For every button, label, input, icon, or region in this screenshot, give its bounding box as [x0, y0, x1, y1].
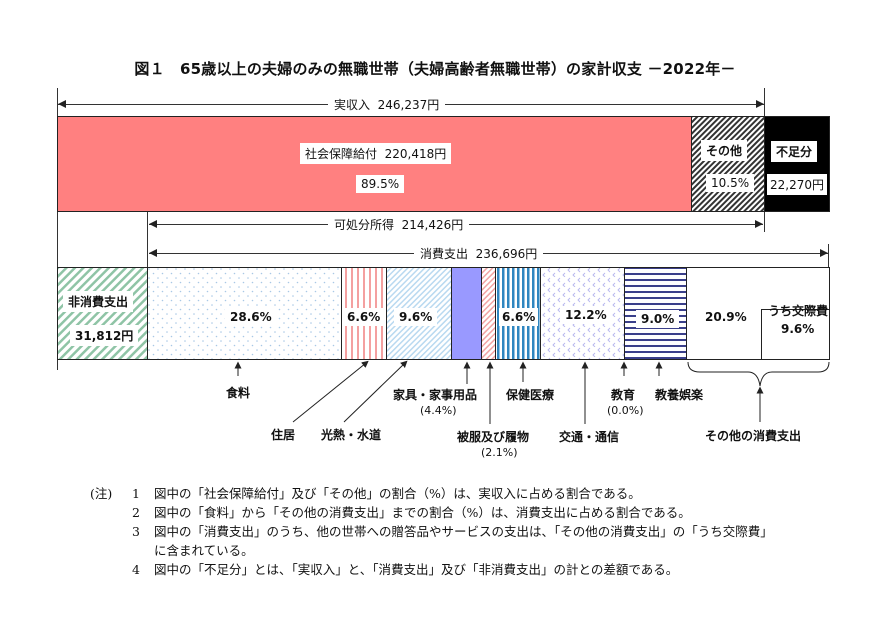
category-clothing-pct: (2.1%) — [481, 446, 518, 459]
social-expense-pct: 9.6% — [781, 322, 815, 336]
medical-pct: 6.6% — [499, 308, 539, 326]
arrow-right-icon — [755, 220, 763, 228]
disposable-left-line — [147, 212, 148, 268]
category-furniture: 家具・家事用品 — [393, 388, 478, 402]
note-1: (注) 1 図中の「社会保障給付」及び「その他」の割合（%）は、実収入に占める割… — [90, 486, 641, 501]
income-total-label: 実収入 246,237円 — [328, 96, 446, 113]
non-consumption-value: 31,812円 — [70, 325, 139, 346]
other-income-label: その他 — [701, 140, 748, 161]
category-education: 教育 — [611, 388, 636, 402]
deficit-label: 不足分 — [771, 141, 818, 162]
category-furniture-pct: (4.4%) — [420, 404, 457, 417]
arrow-right-icon — [756, 100, 764, 108]
disposable-label: 可処分所得 214,426円 — [328, 216, 470, 233]
category-food: 食料 — [226, 386, 251, 400]
left-frame-line — [57, 88, 58, 370]
consumption-right-line — [828, 244, 829, 268]
other-income-segment — [691, 116, 765, 212]
utilities-pct: 9.6% — [394, 308, 438, 326]
arrow-left-icon — [58, 100, 66, 108]
arrow-left-icon — [149, 249, 157, 257]
non-consumption-label: 非消費支出 — [63, 291, 134, 312]
other-consumption-pct: 20.9% — [700, 308, 752, 326]
category-other-consumption: その他の消費支出 — [705, 429, 802, 443]
note-4: 4 図中の「不足分」とは、「実収入」と、「消費支出」及び「非消費支出」の計との差… — [132, 562, 679, 577]
arrow-left-icon — [149, 220, 157, 228]
note-3: 3 図中の「消費支出」のうち、他の世帯への贈答品やサービスの支出は、「その他の消… — [132, 524, 773, 539]
consumption-label: 消費支出 236,696円 — [414, 245, 544, 262]
category-medical: 保健医療 — [506, 388, 555, 402]
category-clothing: 被服及び履物 — [457, 430, 530, 444]
recreation-pct: 9.0% — [636, 310, 680, 328]
notes: (注) 1 図中の「社会保障給付」及び「その他」の割合（%）は、実収入に占める割… — [90, 484, 773, 579]
note-2: 2 図中の「食料」から「その他の消費支出」までの割合（%）は、消費支出に占める割… — [132, 505, 691, 520]
category-housing: 住居 — [271, 428, 296, 442]
arrow-right-icon — [820, 249, 828, 257]
category-transport: 交通・通信 — [559, 430, 620, 444]
note-3-cont: に含まれている。 — [154, 543, 254, 558]
other-income-pct: 10.5% — [706, 174, 755, 192]
social-expense-label: うち交際費 — [768, 304, 829, 318]
social-security-label: 社会保障給付 220,418円 — [300, 143, 452, 164]
deficit-value: 22,270円 — [767, 174, 827, 195]
leader-lines — [234, 360, 830, 424]
deficit-segment — [764, 116, 830, 212]
chart-title: 図１ 65歳以上の夫婦のみの無職世帯（夫婦高齢者無職世帯）の家計収支 －2022… — [134, 60, 736, 78]
category-recreation: 教養娯楽 — [655, 388, 704, 402]
food-pct: 28.6% — [225, 308, 277, 326]
social-security-segment — [57, 116, 692, 212]
social-security-pct: 89.5% — [356, 175, 405, 193]
transport-pct: 12.2% — [560, 306, 612, 324]
housing-pct: 6.6% — [344, 308, 384, 326]
category-utilities: 光熱・水道 — [321, 428, 382, 442]
category-education-pct: (0.0%) — [607, 404, 644, 417]
